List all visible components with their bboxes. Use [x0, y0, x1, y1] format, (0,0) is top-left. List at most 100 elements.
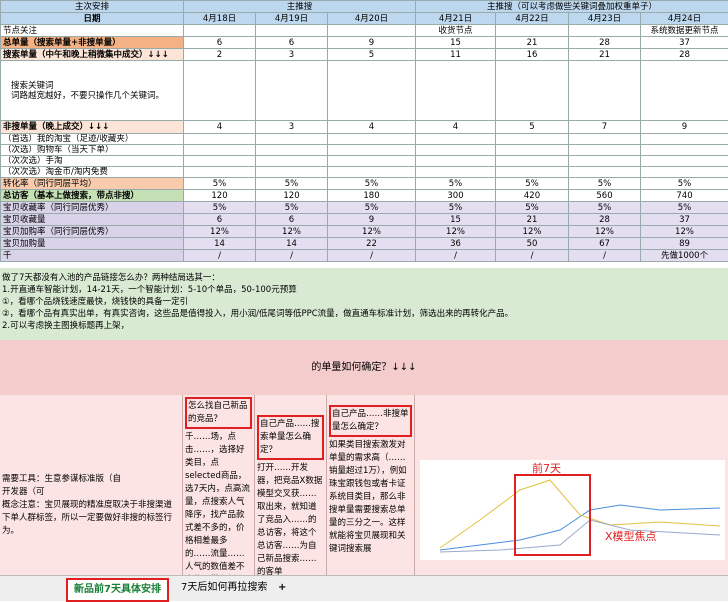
empty-cell — [184, 25, 256, 37]
section-body: 需要工具：生意参谋标准版（自开发器（可概念注意：宝贝展现的精准度取决于非搜渠道下… — [0, 395, 728, 575]
empty-cell — [641, 167, 728, 178]
column: 怎么找自己新品的竞品？千……场，点击……，选择好类目，点selected商品，选… — [183, 395, 255, 575]
cell: 5% — [496, 202, 569, 214]
cell: 5% — [184, 178, 256, 190]
note-line: 做了7天都没有入池的产品链接怎么办？两种结局选其一： — [2, 272, 726, 284]
cell: 5% — [416, 178, 496, 190]
empty-cell — [328, 134, 416, 145]
cell: 420 — [496, 190, 569, 202]
cell: 6 — [184, 214, 256, 226]
empty-cell — [641, 134, 728, 145]
add-tab[interactable]: + — [272, 578, 292, 598]
cell: 5% — [184, 202, 256, 214]
cell: / — [328, 250, 416, 262]
cell: 180 — [328, 190, 416, 202]
chart-label: 前7天 — [532, 461, 561, 475]
row-label: （次选）购物车（当天下单） — [1, 145, 184, 156]
date: 4月23日 — [569, 13, 641, 25]
cell: 12% — [641, 226, 728, 238]
empty-cell — [184, 61, 256, 121]
table-row: 转化率（同行同层平均）5%5%5%5%5%5%5% — [1, 178, 728, 190]
date: 4月22日 — [496, 13, 569, 25]
cell: 9 — [641, 121, 728, 134]
cell: 12% — [184, 226, 256, 238]
cell: 3 — [256, 121, 328, 134]
cell: / — [496, 250, 569, 262]
table-row: 千//////先做1000个 — [1, 250, 728, 262]
empty-cell — [641, 156, 728, 167]
cell: / — [416, 250, 496, 262]
intro: 需要工具：生意参谋标准版（自开发器（可概念注意：宝贝展现的精准度取决于非搜渠道下… — [0, 395, 183, 575]
row-label: 总单量（搜索单量+非搜单量） — [1, 37, 184, 49]
table-row: （次选）购物车（当天下单） — [1, 145, 728, 156]
empty-cell — [416, 134, 496, 145]
tab[interactable]: 新品前7天具体安排 — [66, 578, 169, 602]
cell: 先做1000个 — [641, 250, 728, 262]
row-label: 非搜单量（晚上成交）↓↓↓ — [1, 121, 184, 134]
row-label: 搜索关键词 词路越宽越好，不要只操作几个关键词。 — [1, 61, 184, 121]
empty-cell — [256, 134, 328, 145]
date-label: 日期 — [1, 13, 184, 25]
empty-cell — [328, 145, 416, 156]
cell: 5% — [328, 202, 416, 214]
cell: 28 — [569, 37, 641, 49]
cell: 7 — [569, 121, 641, 134]
tab[interactable]: 7天后如何再拉搜索 — [175, 578, 273, 598]
empty-cell — [569, 145, 641, 156]
empty-cell — [416, 61, 496, 121]
tab-bar: 新品前7天具体安排 7天后如何再拉搜索 + — [0, 575, 728, 601]
intro-line: 开发器（可 — [2, 486, 180, 499]
cell: 28 — [569, 214, 641, 226]
heading: 自己产品……非搜单量怎么确定？ — [329, 405, 412, 437]
column: 自己产品……非搜单量怎么确定？如果类目搜索激发对单量的需求高（……销量超过1万）… — [327, 395, 415, 575]
cell: 4 — [416, 121, 496, 134]
table-row: 宝贝加购率（同行同层优秀）12%12%12%12%12%12%12% — [1, 226, 728, 238]
cell: 16 — [496, 49, 569, 61]
cell: 12% — [496, 226, 569, 238]
empty-cell — [184, 134, 256, 145]
column: 自己产品……搜索单量怎么确定？打开……开发器，把竞品X数据模型交叉获……取出来，… — [255, 395, 327, 575]
date: 4月20日 — [328, 13, 416, 25]
chart-label: X模型焦点 — [605, 529, 657, 543]
row-label: 宝贝加购率（同行同层优秀） — [1, 226, 184, 238]
row-label: （首选）我的淘宝（足迹/收藏夹） — [1, 134, 184, 145]
group-header: 主次安排 — [1, 1, 184, 13]
cell: 21 — [496, 214, 569, 226]
cell: 5 — [328, 49, 416, 61]
cell: 5% — [569, 202, 641, 214]
cell: 12% — [569, 226, 641, 238]
date: 4月19日 — [256, 13, 328, 25]
cell: 120 — [256, 190, 328, 202]
empty-cell — [256, 167, 328, 178]
cell: 14 — [184, 238, 256, 250]
cell: 37 — [641, 214, 728, 226]
empty-cell — [256, 145, 328, 156]
row-label: 宝贝收藏率（同行同层优秀） — [1, 202, 184, 214]
empty-cell — [569, 156, 641, 167]
row-label: 总访客（基本上做搜索，带点非搜） — [1, 190, 184, 202]
table-row: （首选）我的淘宝（足迹/收藏夹） — [1, 134, 728, 145]
cell: 9 — [328, 214, 416, 226]
cell: 21 — [496, 37, 569, 49]
table-row: 搜索关键词 词路越宽越好，不要只操作几个关键词。 — [1, 61, 728, 121]
cell: 4 — [328, 121, 416, 134]
cell: 22 — [328, 238, 416, 250]
cell: 37 — [641, 37, 728, 49]
row-label: （次次选）手淘 — [1, 156, 184, 167]
cell: 收货节点 — [416, 25, 496, 37]
table-row: （次次选）手淘 — [1, 156, 728, 167]
group-header: 主推搜（可以考虑做些关键词叠加权重单子） — [416, 1, 728, 13]
cell: 120 — [184, 190, 256, 202]
empty-cell — [641, 145, 728, 156]
cell: 14 — [256, 238, 328, 250]
cell: 11 — [416, 49, 496, 61]
intro-line: 需要工具：生意参谋标准版（自 — [2, 473, 180, 486]
cell: / — [569, 250, 641, 262]
empty-cell — [416, 167, 496, 178]
cell: 3 — [256, 49, 328, 61]
cell: 21 — [569, 49, 641, 61]
